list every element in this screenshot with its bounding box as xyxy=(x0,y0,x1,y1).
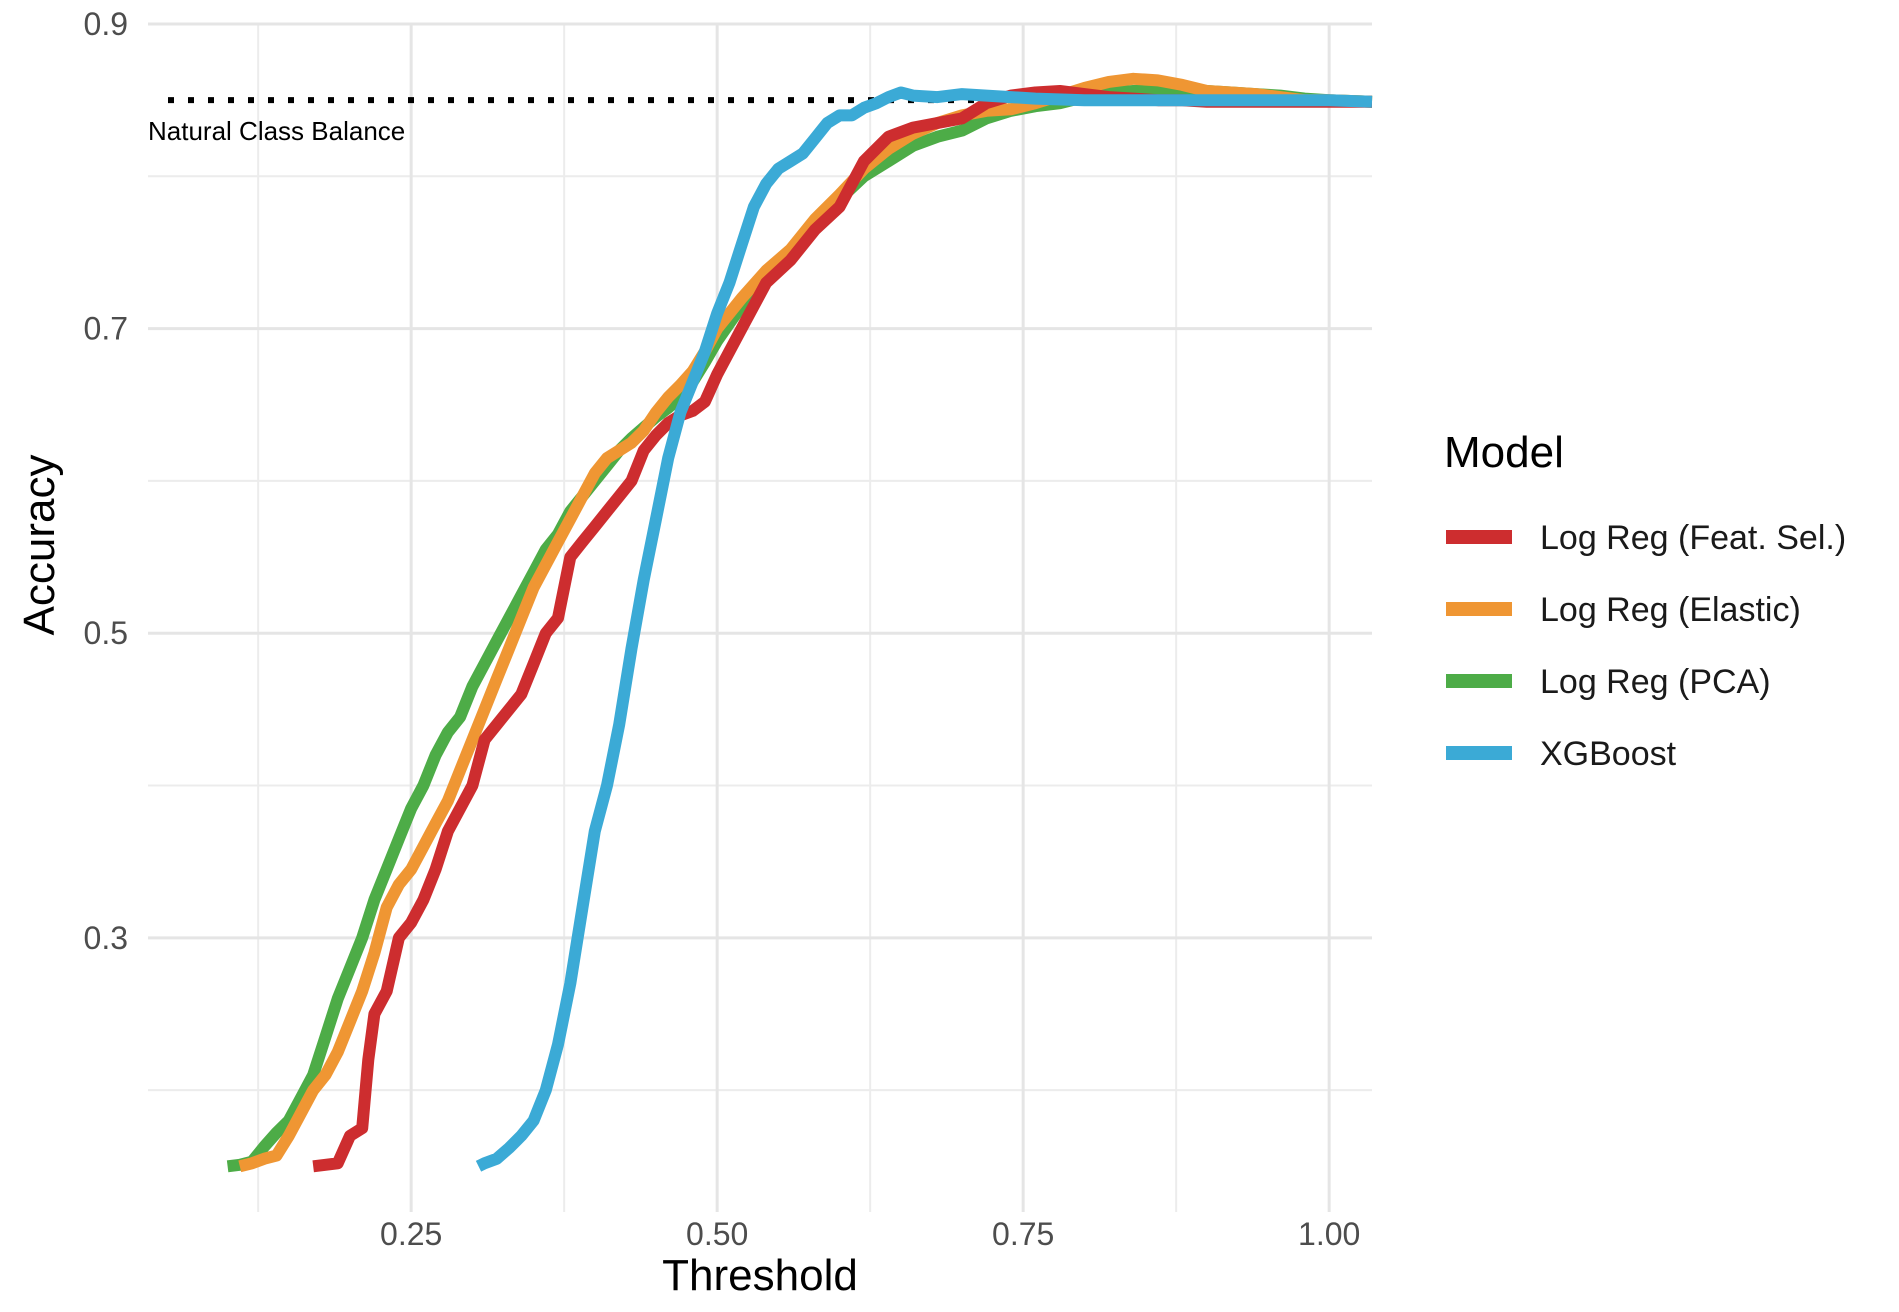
series-line-log-reg-feat-sel xyxy=(312,85,1372,1173)
grid-lines xyxy=(148,22,1372,1212)
series-line-log-reg-elastic xyxy=(238,72,1373,1173)
y-tick-labels: 0.3 0.5 0.7 0.9 xyxy=(84,6,128,956)
y-tick-label: 0.3 xyxy=(84,920,128,956)
legend-title: Model xyxy=(1444,428,1564,477)
legend-label-xgboost: XGBoost xyxy=(1540,735,1677,773)
x-tick-labels: 0.25 0.50 0.75 1.00 xyxy=(380,1216,1360,1252)
y-tick-label: 0.5 xyxy=(84,615,128,651)
reference-line-label: Natural Class Balance xyxy=(148,116,405,146)
series-group xyxy=(226,72,1373,1173)
legend-label-log-reg-feat-sel: Log Reg (Feat. Sel.) xyxy=(1540,519,1846,557)
x-tick-label: 0.75 xyxy=(992,1216,1054,1252)
y-tick-label: 0.9 xyxy=(84,6,128,42)
x-axis-title: Threshold xyxy=(662,1251,858,1300)
x-tick-label: 0.25 xyxy=(380,1216,442,1252)
reference-line-group: Natural Class Balance xyxy=(148,97,1372,146)
legend-label-log-reg-elastic: Log Reg (Elastic) xyxy=(1540,591,1801,629)
y-tick-label: 0.7 xyxy=(84,311,128,347)
x-tick-label: 1.00 xyxy=(1298,1216,1360,1252)
y-axis-title: Accuracy xyxy=(15,455,64,636)
x-tick-label: 0.50 xyxy=(686,1216,748,1252)
legend-label-log-reg-pca: Log Reg (PCA) xyxy=(1540,663,1771,701)
series-line-xgboost xyxy=(475,86,1373,1172)
legend: Model Log Reg (Feat. Sel.) Log Reg (Elast… xyxy=(1444,428,1846,773)
